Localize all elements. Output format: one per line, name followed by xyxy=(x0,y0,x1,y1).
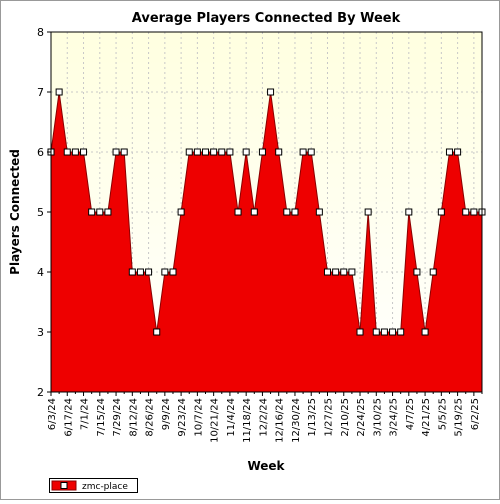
x-tick-label: 9/23/24 xyxy=(177,398,188,437)
data-point xyxy=(177,208,185,216)
y-tick-label: 5 xyxy=(37,206,44,219)
series-markers xyxy=(47,88,486,336)
y-tick-labels: 2 3 4 5 6 7 8 xyxy=(37,26,44,399)
data-point xyxy=(323,268,331,276)
data-point xyxy=(283,208,291,216)
x-tick-label: 7/15/24 xyxy=(96,398,107,437)
data-point xyxy=(226,148,234,156)
x-tick-label: 6/17/24 xyxy=(63,398,74,437)
data-point xyxy=(120,148,128,156)
data-point xyxy=(63,148,71,156)
x-tick-label: 9/9/24 xyxy=(161,398,172,430)
y-tick-label: 7 xyxy=(37,86,44,99)
data-point xyxy=(291,208,299,216)
data-point xyxy=(437,208,445,216)
x-tick-label: 6/3/24 xyxy=(47,398,58,430)
x-tick-label: 8/26/24 xyxy=(145,398,156,437)
x-tick-label: 5/5/25 xyxy=(437,398,448,430)
data-point xyxy=(348,268,356,276)
x-tick-label: 7/1/24 xyxy=(80,398,91,430)
data-point xyxy=(389,328,397,336)
data-point xyxy=(242,148,250,156)
data-point xyxy=(218,148,226,156)
x-tick-label: 11/4/24 xyxy=(226,398,237,437)
y-axis-label: Players Connected xyxy=(8,149,22,275)
x-tick-label: 3/10/25 xyxy=(372,398,383,437)
data-point xyxy=(234,208,242,216)
data-point xyxy=(145,268,153,276)
data-point xyxy=(153,328,161,336)
data-point xyxy=(445,148,453,156)
data-point xyxy=(332,268,340,276)
data-point xyxy=(315,208,323,216)
x-tick-label: 10/7/24 xyxy=(193,398,204,437)
x-tick-labels: 6/3/24 6/17/24 7/1/24 7/15/24 7/29/24 8/12/24… xyxy=(47,398,481,443)
data-point xyxy=(169,268,177,276)
data-point xyxy=(55,88,63,96)
data-point xyxy=(202,148,210,156)
y-tick-label: 4 xyxy=(37,266,44,279)
data-point xyxy=(429,268,437,276)
x-tick-label: 4/7/25 xyxy=(405,398,416,430)
data-point xyxy=(470,208,478,216)
data-point xyxy=(397,328,405,336)
data-point xyxy=(112,148,120,156)
x-tick-label: 2/10/25 xyxy=(340,398,351,437)
x-tick-label: 3/24/25 xyxy=(389,398,400,437)
x-tick-label: 6/2/25 xyxy=(470,398,481,430)
x-tick-label: 5/19/25 xyxy=(454,398,465,437)
data-point xyxy=(364,208,372,216)
data-point xyxy=(356,328,364,336)
x-tick-label: 10/21/24 xyxy=(210,398,221,443)
data-point xyxy=(307,148,315,156)
data-point xyxy=(267,88,275,96)
x-tick-label: 12/16/24 xyxy=(275,398,286,443)
legend-label: zmc-place xyxy=(82,482,128,492)
data-point xyxy=(340,268,348,276)
axes xyxy=(47,31,483,396)
y-tick-label: 3 xyxy=(37,326,44,339)
data-point xyxy=(275,148,283,156)
legend: zmc-place xyxy=(49,478,138,493)
data-point xyxy=(80,148,88,156)
data-point xyxy=(421,328,429,336)
data-point xyxy=(71,148,79,156)
legend-swatch-marker xyxy=(60,482,68,489)
y-tick-label: 8 xyxy=(37,26,44,39)
data-point xyxy=(88,208,96,216)
chart-title: Average Players Connected By Week xyxy=(132,11,401,26)
x-tick-label: 1/13/25 xyxy=(307,398,318,437)
data-point xyxy=(454,148,462,156)
x-tick-label: 1/27/25 xyxy=(323,398,334,437)
series-area xyxy=(51,92,482,392)
data-point xyxy=(380,328,388,336)
x-tick-label: 12/30/24 xyxy=(291,398,302,443)
x-tick-label: 2/24/25 xyxy=(356,398,367,437)
data-point xyxy=(185,148,193,156)
x-tick-label: 7/29/24 xyxy=(112,398,123,437)
data-point xyxy=(161,268,169,276)
y-tick-label: 2 xyxy=(37,386,44,399)
data-point xyxy=(104,208,112,216)
data-point xyxy=(413,268,421,276)
y-tick-label: 6 xyxy=(37,146,44,159)
data-point xyxy=(136,268,144,276)
data-point xyxy=(193,148,201,156)
data-point xyxy=(299,148,307,156)
data-point xyxy=(128,268,136,276)
x-tick-label: 8/12/24 xyxy=(128,398,139,437)
data-point xyxy=(250,208,258,216)
data-point xyxy=(96,208,104,216)
x-tick-label: 11/18/24 xyxy=(242,398,253,443)
data-point xyxy=(462,208,470,216)
data-point xyxy=(405,208,413,216)
data-point xyxy=(372,328,380,336)
data-point xyxy=(210,148,218,156)
data-point xyxy=(258,148,266,156)
x-tick-label: 12/2/24 xyxy=(258,398,269,437)
x-tick-label: 4/21/25 xyxy=(421,398,432,437)
x-axis-label: Week xyxy=(247,459,285,473)
